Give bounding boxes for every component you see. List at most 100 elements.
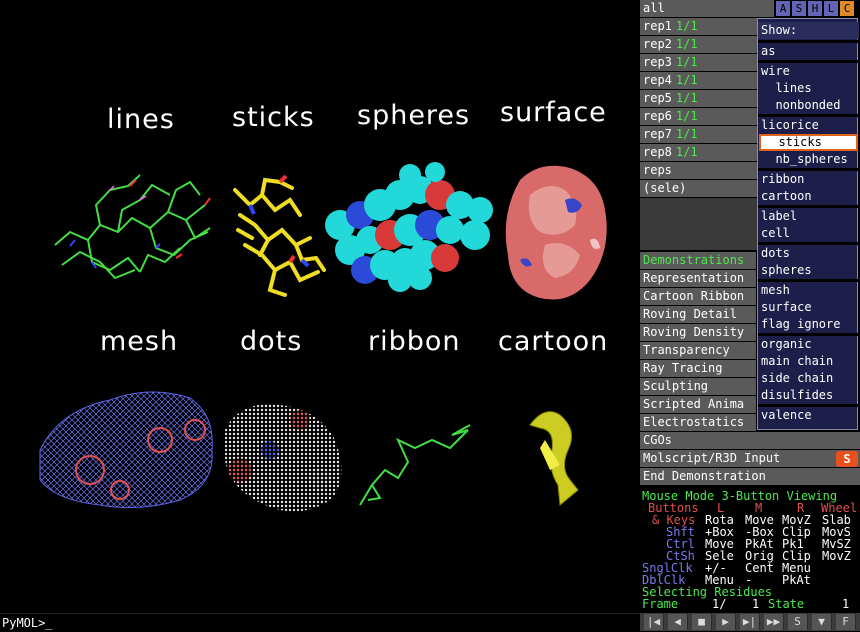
object-row[interactable]: rep3 1/1 [640, 54, 860, 71]
object-row[interactable]: rep7 1/1 [640, 126, 860, 143]
mouse-header-buttons: Buttons [648, 501, 699, 515]
last-frame-icon[interactable]: ▶▶ [764, 614, 784, 630]
color-button[interactable]: C [840, 1, 854, 16]
object-name[interactable]: rep2 1/1 [640, 36, 758, 53]
show-button[interactable]: S [792, 1, 806, 16]
show-menu-item[interactable]: organic [761, 337, 812, 351]
object-panel: all A S H L C rep1 1/1 rep2 1/1 rep3 1/1 rep4 1… [640, 0, 860, 631]
play-icon[interactable]: ▶ [716, 614, 736, 630]
object-row[interactable]: rep4 1/1 [640, 72, 860, 89]
object-name[interactable]: rep4 1/1 [640, 72, 758, 89]
object-name[interactable]: rep6 1/1 [640, 108, 758, 125]
wizard-demo-item[interactable]: Ray Tracing [640, 360, 756, 377]
show-menu-item[interactable]: wire [761, 64, 790, 78]
object-row-all[interactable]: all A S H L C [640, 0, 860, 17]
show-menu-item[interactable]: cartoon [761, 189, 812, 203]
show-menu-item[interactable]: main chain [761, 354, 834, 368]
label-spheres: spheres [357, 100, 471, 131]
prev-frame-icon[interactable]: ◀ [668, 614, 688, 630]
command-line-input[interactable]: PyMOL>_ [0, 613, 640, 631]
object-row[interactable]: rep1 1/1 [640, 18, 860, 35]
show-menu-item[interactable]: flag ignore [761, 317, 841, 331]
object-label: rep8 [643, 145, 672, 159]
wizard-demo-item[interactable]: Representation [640, 270, 756, 287]
object-label: rep2 [643, 37, 672, 51]
wizard-demo-item[interactable]: Sculpting [640, 378, 756, 395]
object-row[interactable]: rep8 1/1 [640, 144, 860, 161]
show-menu-item[interactable]: surface [761, 300, 812, 314]
frame-label: Frame [642, 597, 679, 611]
label-mesh: mesh [100, 326, 179, 357]
hide-button[interactable]: H [808, 1, 822, 16]
mouse-action: +Box [705, 525, 734, 539]
show-menu-item[interactable]: label [761, 209, 798, 223]
show-menu-item[interactable]: sticks [759, 134, 858, 151]
molecular-viewport[interactable]: lines sticks spheres surface mesh dots r… [0, 0, 640, 613]
lines-molecule [54, 174, 211, 280]
object-name[interactable]: reps [640, 162, 758, 179]
object-name-all[interactable]: all [640, 0, 774, 17]
show-menu-item[interactable]: as [761, 44, 776, 58]
show-menu-item[interactable]: nonbonded [761, 98, 841, 112]
object-name[interactable]: rep1 1/1 [640, 18, 758, 35]
object-label: rep7 [643, 127, 672, 141]
action-button[interactable]: A [776, 1, 790, 16]
object-row[interactable]: (sele) [640, 180, 860, 197]
mouse-modifier-label: & Keys [652, 513, 696, 527]
mouse-action: Cent [745, 561, 774, 575]
wizard-demo-item[interactable]: Cartoon Ribbon [640, 288, 756, 305]
menu-separator [758, 333, 859, 336]
object-name[interactable]: (sele) [640, 180, 758, 197]
wizard-demo-item[interactable]: CGOs [640, 432, 860, 449]
mouse-action: MovS [822, 525, 851, 539]
wizard-demo-item[interactable]: End Demonstration [640, 468, 860, 485]
show-menu-item[interactable]: licorice [761, 118, 819, 132]
stop-icon[interactable]: ■ [692, 614, 712, 630]
object-row[interactable]: rep2 1/1 [640, 36, 860, 53]
show-menu-item[interactable]: nb_spheres [761, 152, 848, 166]
wizard-demo-item[interactable]: Roving Density [640, 324, 756, 341]
object-row[interactable]: reps [640, 162, 860, 179]
frame-value: 1/ [712, 597, 727, 611]
first-frame-icon[interactable]: |◀ [644, 614, 664, 630]
wizard-demo-item[interactable]: Scripted Anima [640, 396, 756, 413]
show-menu-item[interactable]: ribbon [761, 172, 805, 186]
wizard-demo-item[interactable]: Molscript/R3D Input [640, 450, 860, 467]
object-name[interactable]: rep8 1/1 [640, 144, 758, 161]
object-name[interactable]: rep5 1/1 [640, 90, 758, 107]
mouse-modifier-label: CtSh [666, 549, 695, 563]
object-name[interactable]: rep7 1/1 [640, 126, 758, 143]
show-menu-item[interactable]: cell [761, 226, 790, 240]
mouse-action: Clip [782, 549, 811, 563]
object-row[interactable]: rep5 1/1 [640, 90, 860, 107]
next-frame-icon[interactable]: ▶| [740, 614, 760, 630]
menu-separator [758, 114, 859, 117]
wizard-demo-item[interactable]: Transparency [640, 342, 756, 359]
menu-icon[interactable]: ▼ [812, 614, 832, 630]
show-menu-item[interactable]: lines [761, 81, 812, 95]
object-state: 1/1 [675, 73, 698, 87]
show-menu-item[interactable]: valence [761, 408, 812, 422]
label-cartoon: cartoon [498, 326, 609, 357]
show-menu-item[interactable]: disulfides [761, 388, 834, 402]
mouse-header-m: M [755, 501, 763, 515]
wizard-demo-item[interactable]: Electrostatics [640, 414, 756, 431]
wizard-demo-item[interactable]: Roving Detail [640, 306, 756, 323]
label-button[interactable]: L [824, 1, 838, 16]
mouse-action: +/- [705, 561, 727, 575]
mouse-action: Orig [745, 549, 774, 563]
mouse-action: Slab [822, 513, 851, 527]
spheres-molecule [325, 162, 493, 292]
show-menu-item[interactable]: spheres [761, 263, 812, 277]
object-state: 1/1 [675, 145, 698, 159]
mouse-modifier-label: Shft [666, 525, 695, 539]
mouse-action: Move [745, 513, 774, 527]
scene-icon[interactable]: S [788, 614, 808, 630]
show-menu-item[interactable]: dots [761, 246, 790, 260]
object-name[interactable]: rep3 1/1 [640, 54, 758, 71]
menu-separator [758, 60, 859, 63]
fullscreen-icon[interactable]: F [836, 614, 856, 630]
show-menu-item[interactable]: mesh [761, 283, 790, 297]
object-row[interactable]: rep6 1/1 [640, 108, 860, 125]
show-menu-item[interactable]: side chain [761, 371, 834, 385]
